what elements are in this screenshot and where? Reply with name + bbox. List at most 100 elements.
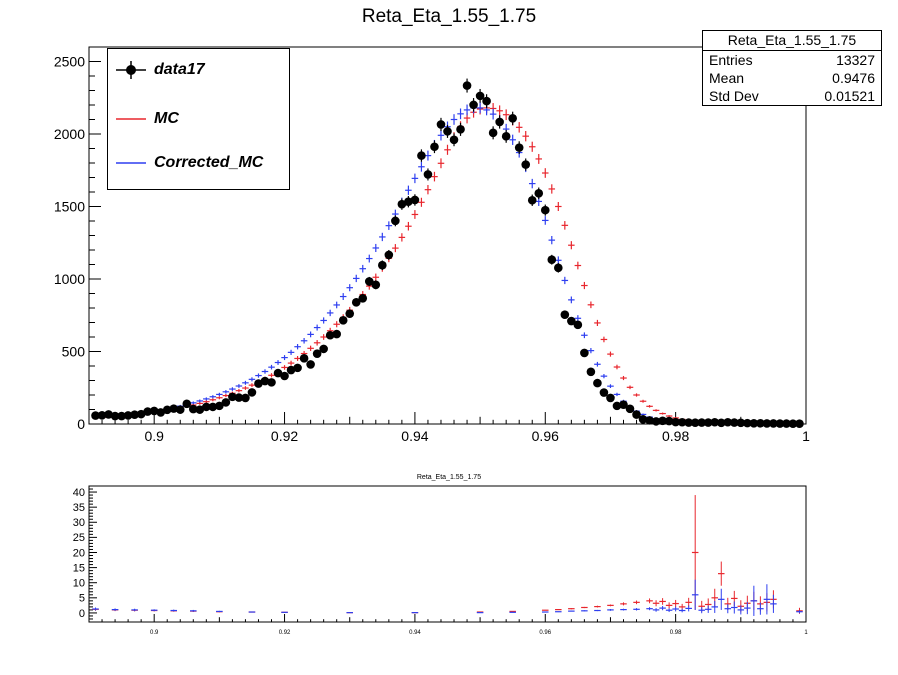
data17-point	[358, 293, 368, 303]
stats-stddev-label: Std Dev	[709, 88, 759, 104]
data17-point	[716, 418, 726, 428]
legend-item-corrected-mc: Corrected_MC	[108, 148, 289, 178]
data17-point	[228, 392, 237, 402]
main-x-tick-label: 0.9	[144, 428, 164, 444]
data17-point	[449, 135, 459, 145]
data17-point	[299, 354, 309, 363]
data17-point	[671, 417, 680, 427]
data17-point	[586, 367, 596, 377]
data17-point	[149, 406, 159, 416]
data17-point	[338, 316, 348, 325]
data17-point	[384, 250, 394, 260]
data17-point	[580, 348, 589, 358]
legend-item-mc: MC	[108, 104, 289, 134]
ratio-x-tick-label: 0.98	[670, 630, 682, 636]
data17-point	[319, 344, 328, 354]
data17-point	[221, 398, 231, 407]
data17-point	[397, 199, 407, 209]
data17-point	[247, 388, 257, 397]
data17-point	[651, 417, 661, 426]
stats-entries-value: 13327	[836, 52, 875, 68]
data17-point	[664, 416, 674, 426]
data17-point	[514, 143, 524, 152]
ratio-y-tick-label: 5	[79, 593, 85, 605]
data17-point	[534, 189, 544, 198]
data17-point	[730, 418, 739, 427]
stats-mean-label: Mean	[709, 70, 745, 86]
data17-point	[306, 360, 315, 369]
ratio-y-tick-label: 40	[73, 487, 85, 499]
data17-point	[91, 411, 100, 420]
data17-point	[762, 419, 772, 428]
data17-point	[547, 255, 557, 265]
data17-point	[703, 418, 713, 427]
data17-point	[97, 411, 107, 420]
legend-label-corrected-mc: Corrected_MC	[154, 154, 264, 171]
data17-point	[117, 411, 126, 421]
data17-point	[136, 409, 146, 419]
data17-point	[554, 263, 563, 273]
data17-point	[208, 402, 218, 412]
data17-point	[795, 419, 804, 429]
data17-point	[462, 81, 472, 90]
data17-point	[690, 418, 700, 427]
main-y-tick-label: 500	[62, 343, 86, 359]
data17-point	[404, 197, 413, 207]
stats-row-stddev: Std Dev 0.01521	[703, 87, 881, 105]
data17-point	[169, 404, 179, 413]
ratio-y-tick-label: 10	[73, 578, 85, 590]
data17-point	[684, 418, 693, 427]
data17-point	[723, 417, 733, 427]
data17-point	[482, 96, 491, 106]
data17-point	[175, 405, 185, 414]
data17-point	[782, 419, 791, 428]
data17-point	[273, 368, 283, 378]
data17-point	[254, 379, 263, 388]
data17-point	[267, 378, 276, 387]
data17-point	[769, 419, 778, 428]
stats-row-mean: Mean 0.9476	[703, 69, 881, 87]
main-y-tick-label: 1000	[54, 271, 85, 287]
data17-point	[110, 411, 120, 421]
main-x-tick-label: 0.98	[662, 428, 689, 444]
data17-point	[215, 401, 224, 411]
main-x-tick-label: 0.96	[532, 428, 559, 444]
legend-marker-circle-icon	[116, 61, 146, 79]
data17-point	[658, 416, 667, 426]
legend-marker-blue-line-icon	[116, 162, 146, 164]
data17-point	[378, 260, 387, 270]
main-title: Reta_Eta_1.55_1.75	[361, 6, 537, 27]
data17-point	[619, 400, 628, 410]
data17-point	[710, 417, 720, 427]
data17-point	[567, 316, 576, 326]
data17-point	[332, 329, 341, 339]
data17-point	[508, 114, 517, 123]
data17-point	[560, 310, 570, 319]
main-x-tick-label: 0.92	[271, 428, 298, 444]
data17-point	[234, 393, 244, 402]
stats-mean-value: 0.9476	[832, 70, 875, 86]
data17-point	[371, 280, 381, 290]
data17-point	[423, 170, 433, 179]
data17-point	[593, 378, 602, 388]
ratio-x-tick-label: 0.9	[150, 630, 159, 636]
legend-label-mc: MC	[154, 110, 179, 127]
data17-point	[195, 405, 205, 414]
ratio-y-tick-label: 20	[73, 547, 85, 559]
main-y-tick-label: 2000	[54, 126, 85, 142]
data17-point	[697, 418, 707, 427]
data17-point	[521, 160, 531, 169]
data17-point	[645, 416, 654, 425]
ratio-y-tick-label: 0	[79, 608, 85, 620]
main-x-tick-label: 0.94	[401, 428, 428, 444]
ratio-y-tick-label: 15	[73, 562, 85, 574]
data17-point	[540, 205, 550, 215]
data17-point	[788, 419, 798, 429]
legend-item-data17: data17	[108, 55, 289, 85]
data17-point	[188, 404, 198, 414]
ratio-x-tick-label: 0.94	[409, 630, 421, 636]
ratio-y-tick-label: 35	[73, 502, 85, 514]
data17-point	[743, 418, 752, 428]
data17-point	[612, 401, 622, 411]
data17-point	[202, 402, 211, 412]
